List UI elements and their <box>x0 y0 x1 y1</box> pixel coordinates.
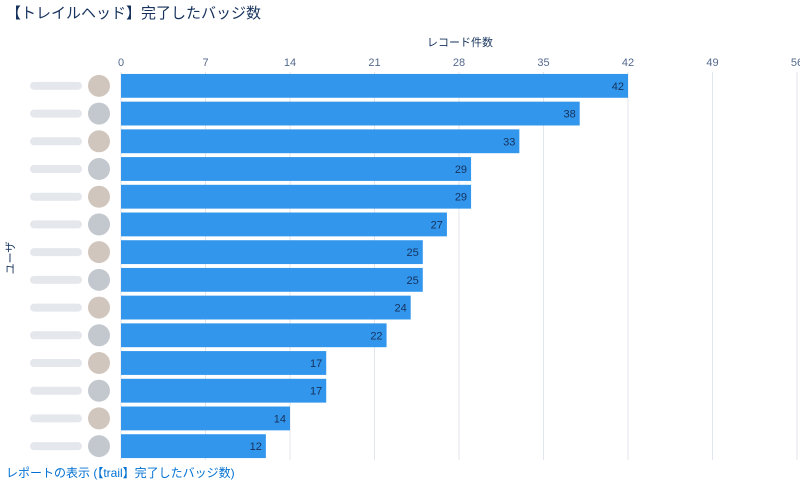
bar-value-label: 17 <box>310 358 322 370</box>
chart-title: 【トレイルヘッド】完了したバッジ数 <box>6 5 262 22</box>
avatar <box>88 324 110 347</box>
avatar <box>88 352 110 374</box>
x-tick-label: 56 <box>791 57 800 69</box>
x-tick-label: 21 <box>368 57 380 69</box>
view-report-link[interactable]: レポートの表示 (【trail】完了したバッジ数) <box>6 466 235 480</box>
avatar <box>88 213 110 236</box>
user-name-placeholder <box>30 331 82 340</box>
bar[interactable] <box>121 184 472 209</box>
bar[interactable] <box>121 212 447 237</box>
x-tick-labels: 0 7 14 21 28 35 42 49 56 <box>118 57 800 69</box>
avatar <box>88 435 110 458</box>
bar-value-label: 29 <box>455 192 467 204</box>
x-tick-label: 28 <box>453 57 465 69</box>
avatar <box>88 296 110 319</box>
user-name-placeholder <box>30 414 82 423</box>
x-tick-label: 49 <box>706 57 718 69</box>
bar-value-label: 38 <box>563 109 575 121</box>
bar[interactable] <box>121 73 628 98</box>
bar[interactable] <box>121 295 411 320</box>
user-name-placeholder <box>30 275 82 284</box>
avatar <box>88 379 110 402</box>
x-tick-label: 14 <box>284 57 296 69</box>
user-name-placeholder <box>30 165 82 173</box>
bar-value-label: 17 <box>310 386 322 398</box>
avatar <box>88 74 110 97</box>
bar-value-label: 12 <box>250 441 262 453</box>
bar-value-label: 25 <box>407 275 419 287</box>
x-tick-label: 0 <box>118 57 124 69</box>
user-name-placeholder <box>30 81 82 90</box>
bar[interactable] <box>121 267 423 292</box>
bar[interactable] <box>121 157 472 181</box>
bar-value-label: 22 <box>370 330 382 342</box>
bar[interactable] <box>121 434 266 459</box>
avatar <box>88 241 110 264</box>
avatar <box>88 268 110 291</box>
avatar <box>88 407 110 430</box>
bar[interactable] <box>121 129 520 154</box>
bar-value-label: 14 <box>274 413 286 425</box>
bar[interactable] <box>121 351 327 375</box>
bars: 42 38 33 29 29 27 25 25 24 22 17 17 14 12 <box>121 73 628 459</box>
bar-value-label: 24 <box>394 303 406 315</box>
user-name-placeholder <box>30 192 82 201</box>
bar[interactable] <box>121 240 423 265</box>
avatar <box>88 102 110 125</box>
user-name-placeholder <box>30 442 82 451</box>
y-axis-title: ユーザ <box>4 242 17 275</box>
bar-value-label: 25 <box>407 247 419 259</box>
user-name-placeholder <box>30 137 82 146</box>
user-name-placeholder <box>30 109 82 118</box>
user-name-placeholder <box>30 248 82 257</box>
bar-value-label: 33 <box>503 136 515 148</box>
user-name-placeholder <box>30 359 82 367</box>
bar[interactable] <box>121 406 290 431</box>
x-tick-label: 35 <box>537 57 549 69</box>
user-name-placeholder <box>30 220 82 229</box>
avatar <box>88 185 110 208</box>
bar-value-label: 42 <box>612 81 624 93</box>
bar-value-label: 27 <box>431 219 443 231</box>
bar[interactable] <box>121 101 580 126</box>
avatar <box>88 158 110 180</box>
avatar <box>88 130 110 153</box>
x-tick-label: 42 <box>622 57 634 69</box>
user-name-placeholder <box>30 386 82 395</box>
user-name-placeholder <box>30 303 82 312</box>
bar-value-label: 29 <box>455 164 467 176</box>
bar[interactable] <box>121 323 387 348</box>
x-tick-label: 7 <box>202 57 208 69</box>
x-axis-title: レコード件数 <box>427 36 493 49</box>
bar[interactable] <box>121 378 327 403</box>
user-avatars <box>30 74 110 458</box>
